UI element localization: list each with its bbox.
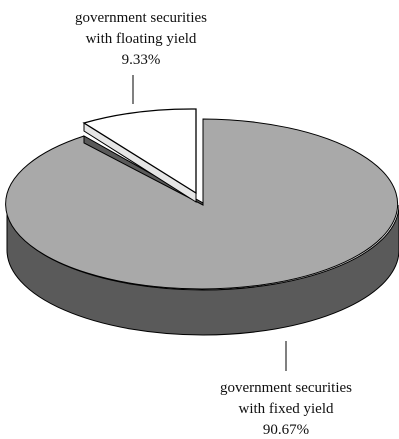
label-floating-yield-line1: government securities bbox=[75, 10, 207, 26]
slice-fixed-yield-side bbox=[6, 204, 399, 336]
label-floating-yield-line2: with floating yield bbox=[86, 31, 197, 47]
label-floating-yield-value: 9.33% bbox=[122, 52, 161, 68]
slice-floating-yield bbox=[82, 108, 197, 195]
label-fixed-yield-value: 90.67% bbox=[263, 422, 309, 438]
label-fixed-yield-line2: with fixed yield bbox=[239, 401, 334, 417]
label-fixed-yield-line1: government securities bbox=[220, 380, 352, 396]
